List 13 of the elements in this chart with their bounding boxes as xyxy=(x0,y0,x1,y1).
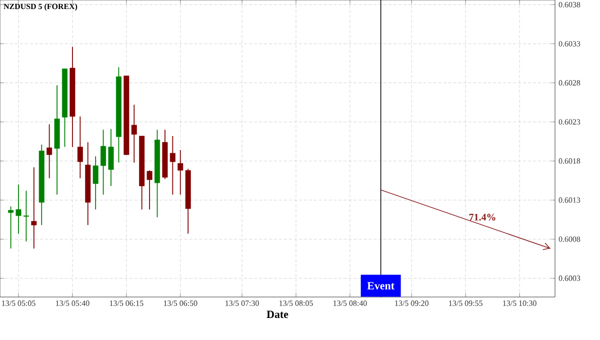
annotation: 71.4% xyxy=(469,214,496,221)
candlestick xyxy=(23,190,29,242)
candlestick xyxy=(16,184,22,234)
x-axis-title: Date xyxy=(266,310,288,318)
candlestick xyxy=(108,128,114,186)
candlestick xyxy=(92,156,98,210)
candlestick xyxy=(77,116,83,179)
candlestick xyxy=(8,206,14,249)
candlestick xyxy=(170,136,176,196)
candlestick xyxy=(100,129,106,196)
ref-line-label: Event xyxy=(367,282,394,290)
candlestick xyxy=(46,124,52,179)
candlestick xyxy=(31,166,37,249)
